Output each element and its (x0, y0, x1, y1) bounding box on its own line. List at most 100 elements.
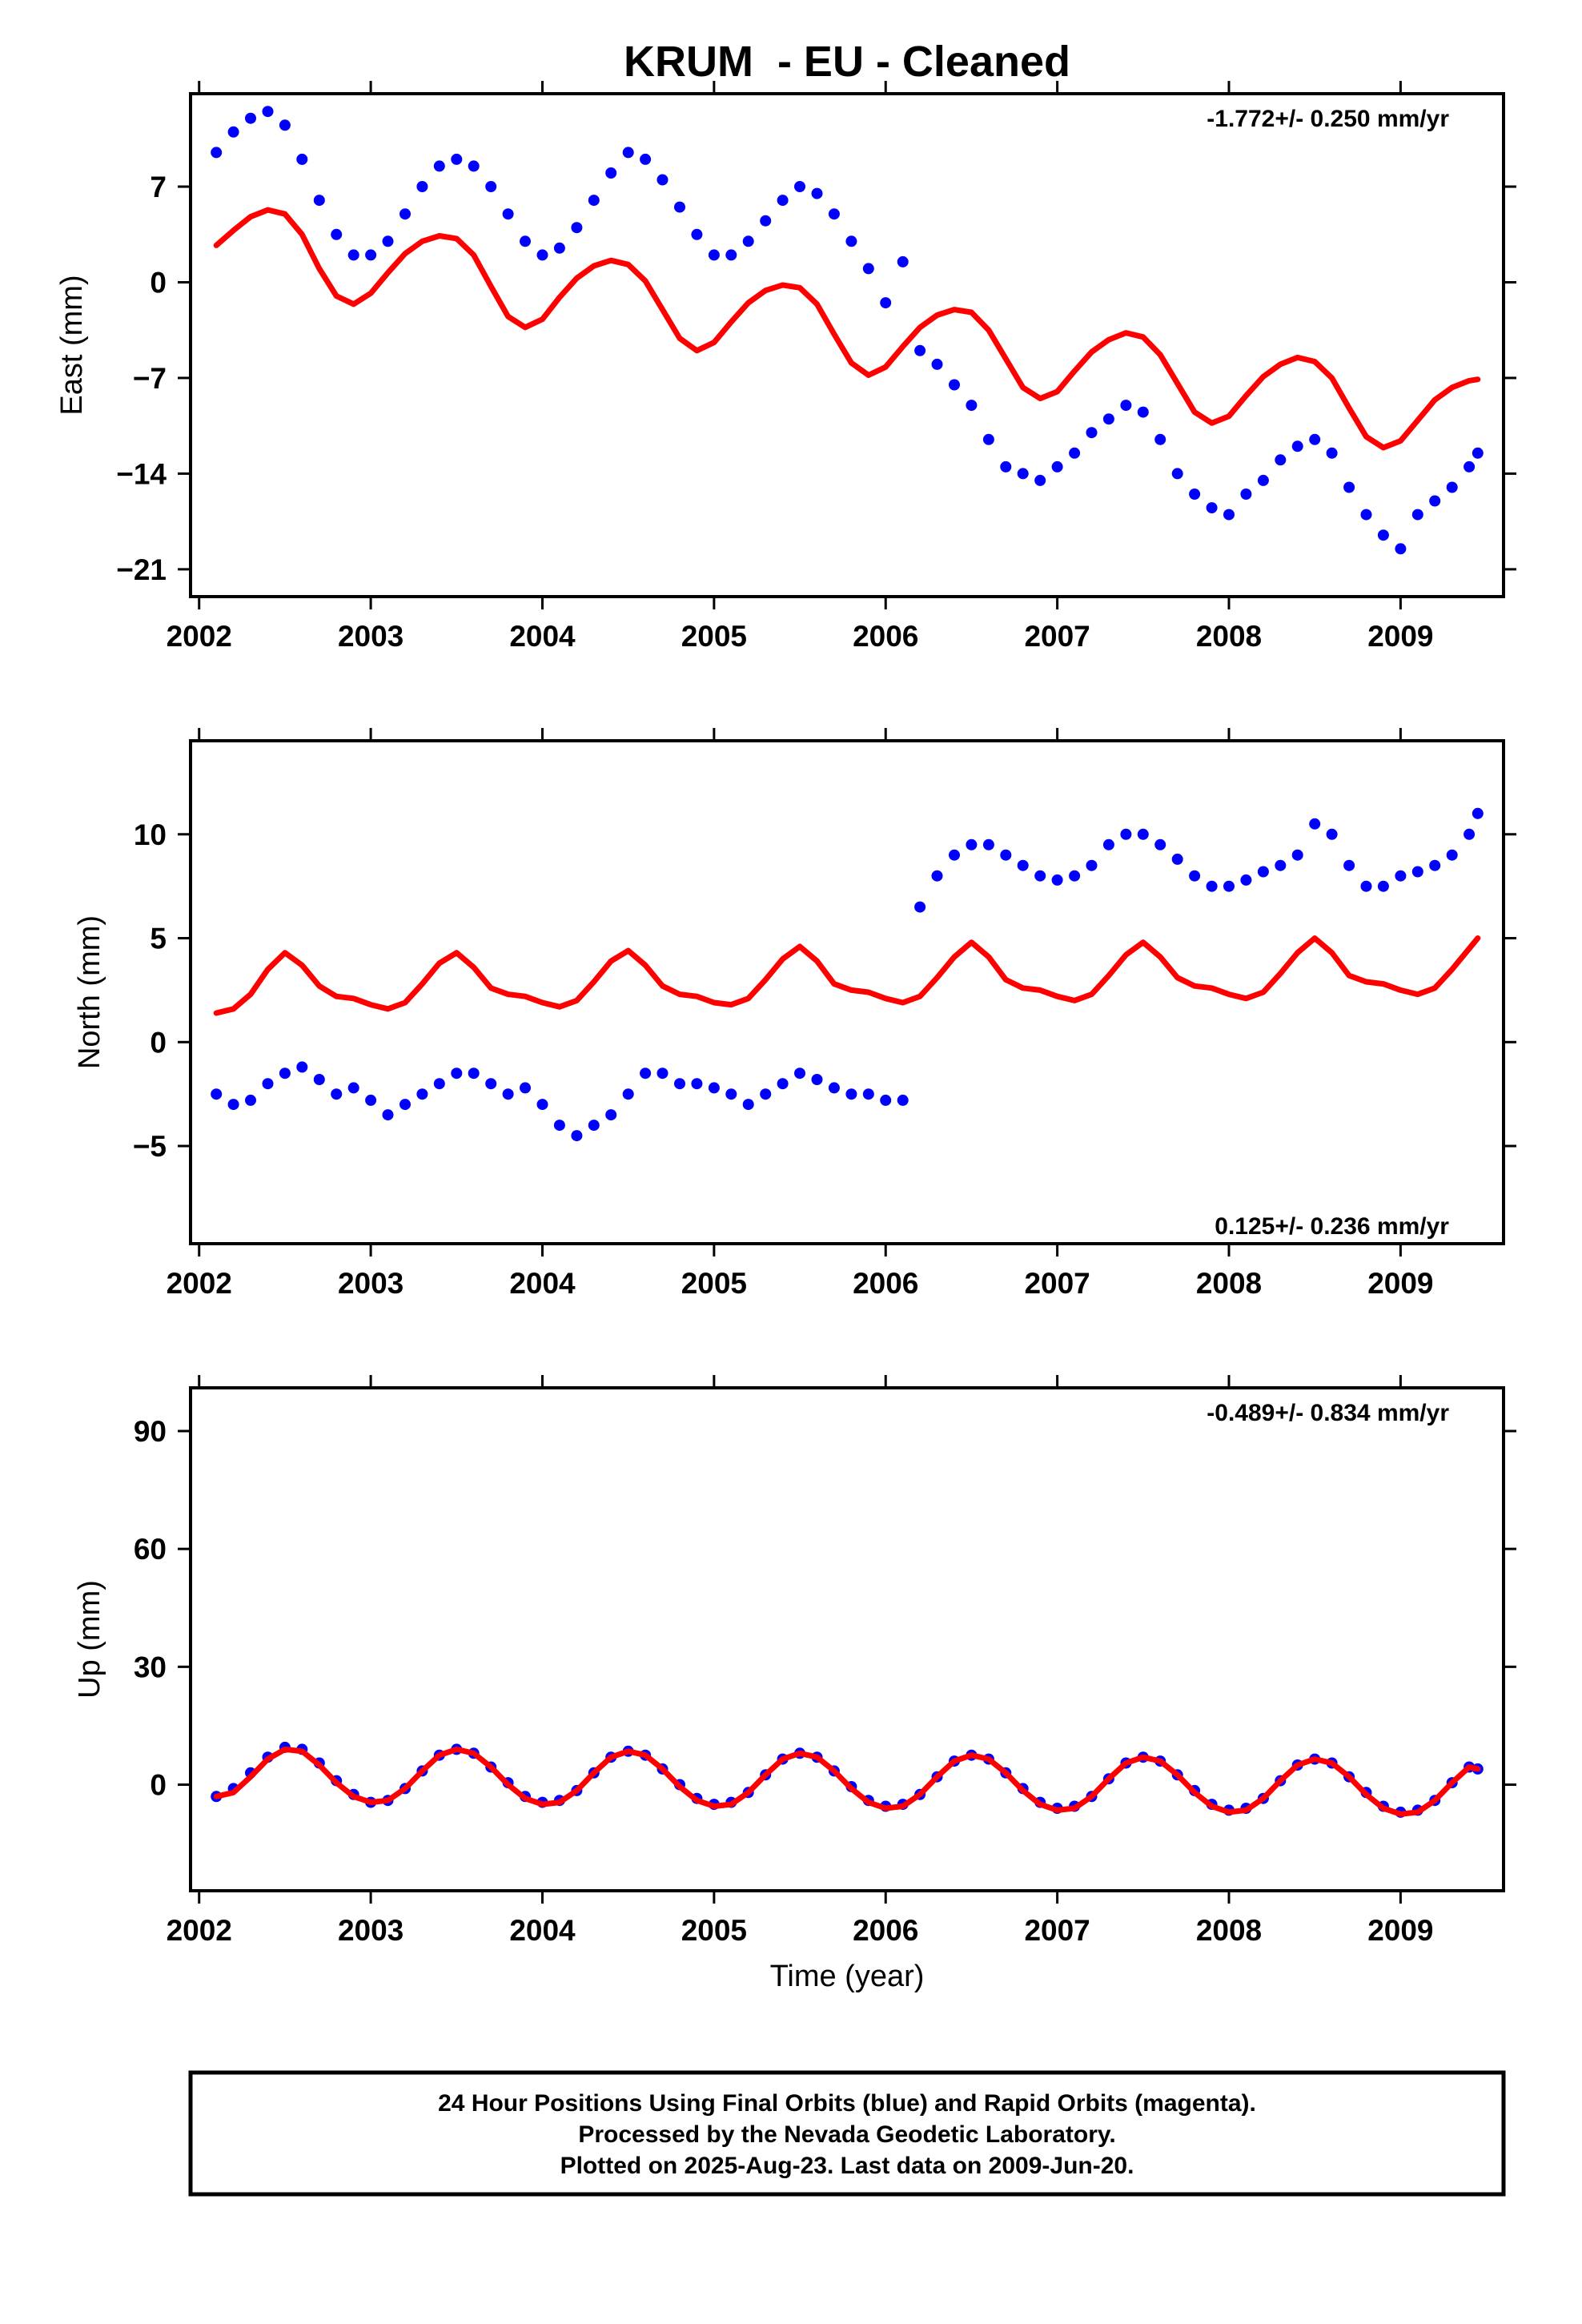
observed-point (553, 1120, 565, 1132)
observed-point (742, 1099, 754, 1111)
observed-point (313, 195, 325, 207)
observed-point (949, 849, 960, 861)
observed-point (1034, 870, 1046, 882)
rate-label: -1.772+/- 0.250 mm/yr (1207, 106, 1449, 132)
observed-point (1223, 880, 1235, 892)
observed-point (227, 126, 239, 138)
x-tick-label: 2006 (853, 1267, 918, 1300)
y-tick-label: 90 (134, 1415, 167, 1448)
observed-point (914, 901, 926, 913)
x-tick-label: 2009 (1367, 1914, 1433, 1947)
observed-point (347, 249, 359, 261)
y-tick-label: −21 (116, 553, 167, 586)
observed-point (656, 1068, 669, 1080)
observed-point (1429, 859, 1441, 871)
observed-point (211, 147, 223, 159)
observed-point (536, 1099, 548, 1111)
observed-point (742, 235, 754, 247)
observed-point (1086, 427, 1098, 439)
observed-point (588, 1120, 600, 1132)
x-tick-label: 2007 (1024, 1914, 1090, 1947)
footer-line-3: Plotted on 2025-Aug-23. Last data on 200… (560, 2153, 1134, 2179)
x-tick-label: 2006 (853, 1914, 918, 1947)
observed-point (1326, 447, 1338, 459)
observed-point (622, 147, 634, 159)
observed-point (1171, 468, 1183, 480)
x-tick-label: 2005 (681, 620, 747, 653)
observed-point (966, 400, 978, 412)
observed-point (502, 1088, 514, 1100)
observed-point (897, 1094, 909, 1106)
observed-point (1377, 529, 1389, 541)
observed-point (485, 181, 497, 192)
observed-point (1257, 866, 1269, 878)
y-tick-label: 60 (134, 1533, 167, 1566)
observed-point (1472, 807, 1484, 819)
observed-point (1377, 880, 1389, 892)
observed-point (1223, 509, 1235, 521)
observed-point (536, 249, 548, 261)
observed-point (708, 1082, 720, 1094)
y-axis-label: North (mm) (73, 915, 106, 1069)
observed-point (777, 195, 789, 207)
observed-point (725, 1088, 737, 1100)
y-tick-label: 0 (150, 1769, 167, 1802)
observed-point (1309, 433, 1321, 445)
observed-point (862, 1088, 874, 1100)
observed-point (1206, 880, 1218, 892)
x-tick-label: 2002 (167, 1914, 232, 1947)
y-tick-label: 0 (150, 267, 167, 300)
observed-point (365, 1094, 377, 1106)
observed-point (1102, 413, 1114, 425)
y-tick-label: 10 (134, 818, 167, 851)
observed-point (828, 1082, 840, 1094)
x-tick-label: 2005 (681, 1914, 747, 1947)
observed-point (931, 870, 943, 882)
observed-point (605, 167, 617, 179)
observed-point (691, 228, 703, 240)
x-tick-label: 2004 (509, 1267, 576, 1300)
observed-point (1206, 502, 1218, 514)
x-tick-label: 2003 (338, 1914, 404, 1947)
observed-point (347, 1082, 359, 1094)
observed-point (845, 235, 857, 247)
observed-point (1102, 838, 1114, 850)
y-tick-label: 0 (150, 1026, 167, 1059)
observed-point (416, 1088, 428, 1100)
model-curve (213, 935, 1481, 1016)
observed-point (828, 208, 840, 220)
observed-point (640, 1068, 652, 1080)
x-tick-label: 2005 (681, 1267, 747, 1300)
observed-point (1360, 509, 1372, 521)
y-axis-label: Up (mm) (73, 1580, 106, 1699)
observed-point (794, 1068, 805, 1080)
y-tick-label: −14 (116, 457, 167, 490)
y-tick-label: −7 (133, 362, 167, 395)
observed-point (313, 1074, 325, 1085)
observed-point (1051, 874, 1063, 886)
observed-point (862, 263, 874, 275)
x-tick-label: 2004 (509, 620, 576, 653)
observed-point (880, 1094, 892, 1106)
observed-point (1464, 828, 1476, 840)
x-axis-label: Time (year) (770, 1960, 925, 1993)
observed-point (400, 208, 411, 220)
observed-point (605, 1109, 617, 1121)
x-tick-label: 2008 (1196, 1914, 1262, 1947)
observed-point (1000, 460, 1012, 472)
rate-label: -0.489+/- 0.834 mm/yr (1207, 1400, 1449, 1426)
observed-point (914, 344, 926, 356)
observed-point (1395, 543, 1407, 555)
observed-point (931, 358, 943, 370)
observed-point (433, 1078, 445, 1090)
observed-point (1240, 874, 1252, 886)
observed-point (1343, 859, 1355, 871)
observed-point (296, 1061, 308, 1073)
x-tick-label: 2002 (167, 620, 232, 653)
x-tick-label: 2003 (338, 620, 404, 653)
observed-point (949, 379, 960, 391)
model-curve (213, 207, 1481, 451)
observed-point (622, 1088, 634, 1100)
observed-point (1051, 460, 1063, 472)
observed-point (433, 160, 445, 172)
